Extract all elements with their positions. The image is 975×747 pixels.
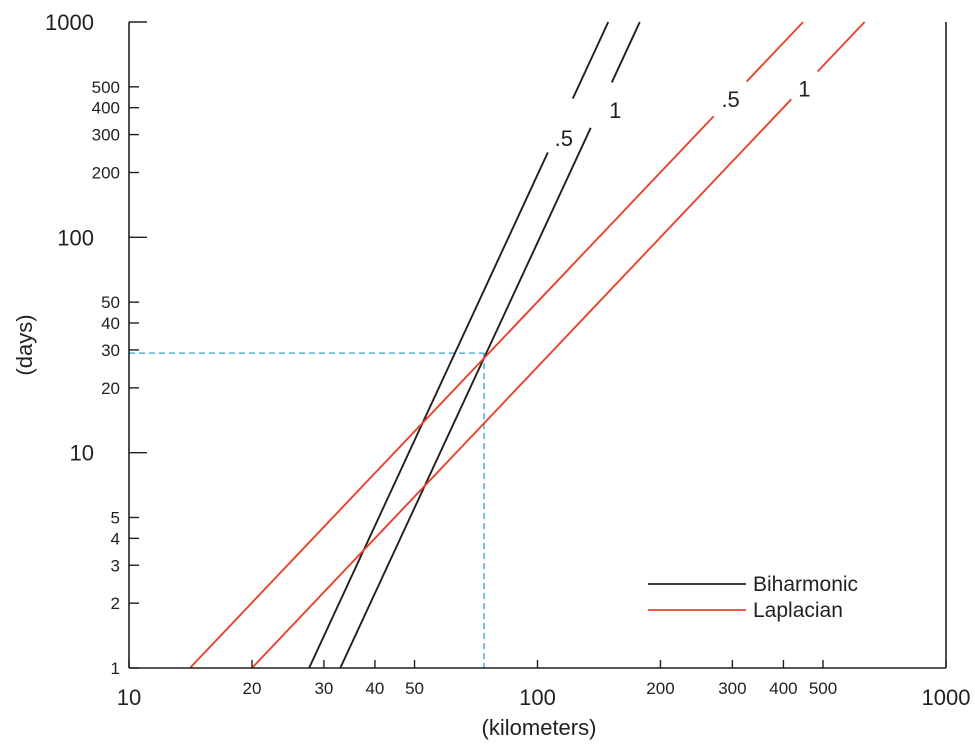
x-tick-label: 10 xyxy=(117,685,141,710)
y-tick-label: 3 xyxy=(111,556,120,575)
x-tick-label: 1000 xyxy=(922,685,971,710)
legend: Biharmonic Laplacian xyxy=(648,573,858,622)
y-tick-label: 1 xyxy=(111,659,120,678)
series-line-laplacian xyxy=(745,21,804,83)
y-tick-label: 5 xyxy=(111,508,120,527)
y-tick-label: 400 xyxy=(92,99,120,118)
series-line-biharmonic xyxy=(610,21,641,83)
curve-labels: .5 1 .5 1 xyxy=(555,77,811,151)
series-line-biharmonic xyxy=(308,152,549,669)
curve-label: .5 xyxy=(555,126,573,151)
legend-label-laplacian: Laplacian xyxy=(753,599,843,622)
curve-label: .5 xyxy=(721,87,739,112)
y-ticks: 1 2 3 4 5 10 20 30 40 50 100 200 300 400 500 1000 xyxy=(45,10,147,678)
x-tick-label: 400 xyxy=(769,679,797,698)
y-tick-label: 2 xyxy=(111,594,120,613)
series-line-laplacian xyxy=(189,115,715,669)
y-tick-label: 20 xyxy=(101,379,120,398)
axes xyxy=(128,22,947,669)
x-tick-label: 50 xyxy=(405,679,424,698)
x-tick-label: 200 xyxy=(646,679,674,698)
x-tick-label: 20 xyxy=(243,679,262,698)
curve-label: 1 xyxy=(798,77,810,102)
series-line-laplacian xyxy=(251,98,792,669)
series-line-biharmonic xyxy=(339,127,592,669)
y-tick-label: 200 xyxy=(92,164,120,183)
x-tick-label: 40 xyxy=(365,679,384,698)
y-tick-label: 500 xyxy=(92,78,120,97)
series-line-biharmonic xyxy=(571,21,610,99)
x-tick-label: 30 xyxy=(314,679,333,698)
legend-label-biharmonic: Biharmonic xyxy=(753,573,858,596)
y-tick-label: 300 xyxy=(92,126,120,145)
y-tick-label: 100 xyxy=(57,225,94,250)
x-axis-label: (kilometers) xyxy=(482,715,597,740)
x-ticks: 10 20 30 40 50 100 200 300 400 500 1000 xyxy=(117,660,971,710)
x-tick-label: 100 xyxy=(519,685,556,710)
curve-label: 1 xyxy=(609,98,621,123)
y-tick-label: 1000 xyxy=(45,10,94,35)
reference-lines xyxy=(129,352,485,668)
y-tick-label: 10 xyxy=(70,441,94,466)
y-tick-label: 40 xyxy=(101,314,120,333)
series-layer xyxy=(189,21,866,669)
x-tick-label: 500 xyxy=(809,679,837,698)
y-tick-label: 30 xyxy=(101,341,120,360)
series-line-laplacian xyxy=(816,21,866,73)
x-tick-label: 300 xyxy=(718,679,746,698)
y-tick-label: 4 xyxy=(111,529,120,548)
y-axis-label: (days) xyxy=(12,314,37,375)
y-tick-label: 50 xyxy=(101,293,120,312)
